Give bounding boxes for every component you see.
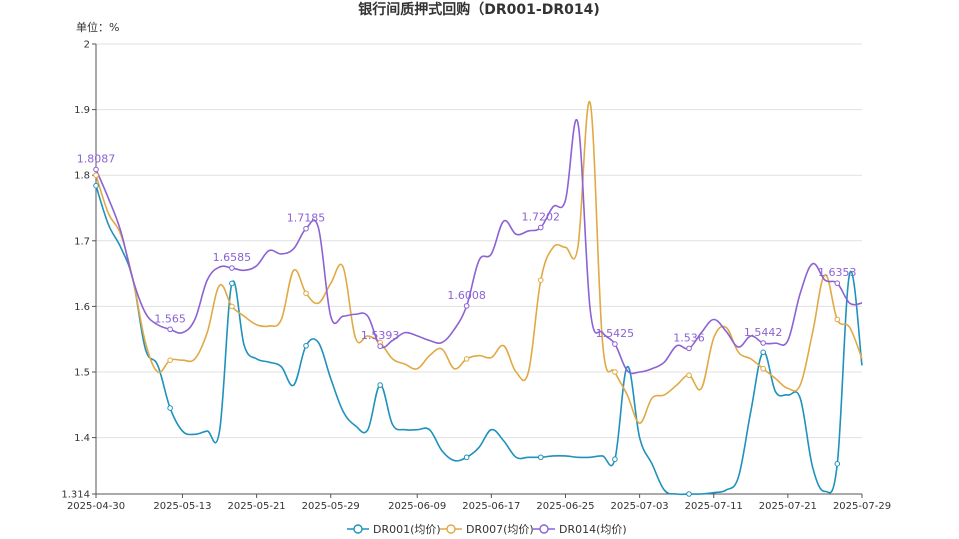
y-tick-label: 1.7: [74, 236, 90, 247]
x-tick-label: 2025-05-29: [302, 501, 360, 512]
data-label: 1.6008: [447, 289, 486, 302]
series-markers: [93, 166, 841, 497]
data-point: [93, 172, 99, 178]
data-label: 1.6585: [213, 251, 252, 264]
x-tick-label: 2025-06-17: [462, 501, 520, 512]
data-label: 1.7202: [522, 211, 561, 224]
data-labels: 1.8087 1.565 1.6585 1.7185 1.5393 1.6008 1.720…: [77, 152, 857, 344]
data-point: [463, 454, 470, 461]
y-tick-label: 1.5: [74, 367, 90, 378]
data-point: [834, 461, 841, 467]
x-tick-label: 2025-07-29: [833, 501, 891, 512]
data-point: [229, 265, 235, 271]
x-axis-ticks: 2025-04-30 2025-05-13 2025-05-21 2025-05-29…: [67, 494, 891, 512]
data-point: [537, 224, 544, 231]
data-point: [686, 345, 692, 352]
data-point: [167, 357, 173, 363]
data-point: [93, 182, 99, 189]
x-tick-label: 2025-04-30: [67, 501, 125, 512]
x-tick-label: 2025-05-21: [228, 501, 286, 512]
y-tick-label: 1.314: [61, 490, 90, 501]
legend-marker: [539, 524, 549, 534]
y-tick-label: 1.6: [74, 302, 90, 313]
series-line: [95, 118, 863, 375]
series-line: [95, 185, 863, 496]
data-label: 1.5393: [361, 329, 400, 342]
data-point: [463, 356, 470, 362]
data-point: [463, 303, 470, 309]
data-point: [303, 290, 309, 297]
data-label: 1.8087: [77, 152, 116, 165]
data-point: [612, 369, 618, 375]
data-point: [537, 277, 544, 283]
data-point: [834, 316, 841, 323]
series-line: [95, 100, 863, 424]
x-tick-label: 2025-07-21: [759, 501, 817, 512]
data-point: [229, 303, 235, 310]
data-point: [303, 225, 309, 232]
data-label: 1.565: [154, 312, 186, 325]
legend-label: DR001(均价): [373, 523, 441, 536]
x-tick-label: 2025-05-13: [153, 501, 211, 512]
data-label: 1.6353: [818, 266, 857, 279]
x-tick-label: 2025-07-11: [685, 501, 743, 512]
data-point: [612, 341, 618, 347]
data-label: 1.5425: [596, 327, 635, 340]
data-point: [537, 454, 544, 461]
chart-title: 银行间质押式回购（DR001-DR014): [358, 1, 599, 18]
data-point: [303, 342, 309, 349]
legend-item[interactable]: DR001(均价): [347, 523, 441, 536]
y-axis-ticks: 1.314 1.4 1.5 1.6 1.7 1.8 1.9 2: [61, 40, 96, 501]
y-tick-label: 1.4: [74, 433, 90, 444]
data-point: [760, 365, 766, 372]
data-point: [760, 340, 766, 346]
data-point: [612, 456, 618, 463]
axes: [95, 44, 862, 495]
data-label: 1.5442: [744, 326, 783, 339]
data-point: [686, 491, 692, 497]
x-tick-label: 2025-06-09: [388, 501, 446, 512]
x-tick-label: 2025-06-25: [536, 501, 594, 512]
y-tick-label: 1.8: [74, 171, 90, 182]
data-label: 1.7185: [287, 212, 326, 225]
x-tick-label: 2025-07-03: [611, 501, 669, 512]
legend[interactable]: DR001(均价) DR007(均价) DR014(均价): [347, 523, 627, 536]
data-point: [93, 166, 99, 173]
data-point: [760, 349, 766, 356]
data-point: [167, 405, 173, 411]
legend-label: DR014(均价): [559, 523, 627, 536]
data-point: [167, 326, 173, 333]
legend-marker: [446, 524, 456, 534]
y-tick-label: 2: [84, 40, 90, 51]
data-label: 1.536: [673, 331, 705, 344]
y-unit-label: 单位：%: [76, 20, 119, 34]
legend-marker: [353, 524, 363, 534]
data-point: [377, 343, 383, 350]
legend-item[interactable]: DR007(均价): [440, 523, 534, 536]
data-point: [229, 280, 235, 287]
legend-item[interactable]: DR014(均价): [533, 523, 627, 536]
data-point: [377, 382, 383, 388]
y-tick-label: 1.9: [74, 105, 90, 116]
data-point: [686, 372, 692, 379]
data-point: [834, 280, 841, 287]
grid-lines: [96, 43, 862, 439]
legend-label: DR007(均价): [466, 523, 534, 536]
series-lines: [95, 100, 863, 496]
